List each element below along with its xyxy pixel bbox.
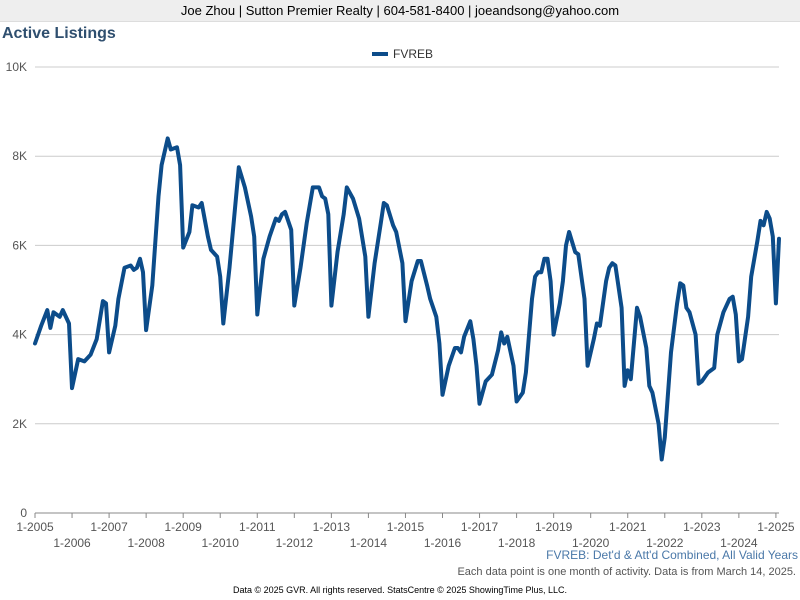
series-line-fvreb xyxy=(33,136,781,462)
x-tick-label: 1-2012 xyxy=(276,536,314,550)
y-tick-label: 2K xyxy=(12,417,27,431)
x-tick-label: 1-2014 xyxy=(350,536,388,550)
x-tick-label: 1-2015 xyxy=(387,520,425,534)
y-axis-ticks: 0 2K 4K 6K 8K 10K xyxy=(6,60,28,520)
x-tick-label: 1-2005 xyxy=(16,520,54,534)
x-tick-label: 1-2022 xyxy=(646,536,684,550)
copyright-footer: Data © 2025 GVR. All rights reserved. St… xyxy=(232,585,568,595)
x-tick-label: 1-2025 xyxy=(757,520,795,534)
x-tick-label: 1-2020 xyxy=(572,536,610,550)
data-footnote: Each data point is one month of activity… xyxy=(457,566,796,578)
y-tick-label: 4K xyxy=(12,328,27,342)
x-tick-label: 1-2017 xyxy=(461,520,499,534)
x-tick-label: 1-2023 xyxy=(683,520,721,534)
x-tick-label: 1-2011 xyxy=(239,520,276,534)
contact-header: Joe Zhou | Sutton Premier Realty | 604-5… xyxy=(0,0,800,22)
x-tick-label: 1-2019 xyxy=(535,520,573,534)
x-tick-label: 1-2013 xyxy=(313,520,351,534)
chart-title: Active Listings xyxy=(2,25,116,42)
x-tick-label: 1-2007 xyxy=(90,520,128,534)
x-tick-label: 1-2024 xyxy=(720,536,758,550)
series-layer xyxy=(33,136,781,462)
y-tick-label: 8K xyxy=(12,149,27,163)
x-tick-label: 1-2006 xyxy=(53,536,91,550)
x-tick-label: 1-2008 xyxy=(127,536,165,550)
y-tick-label: 10K xyxy=(6,60,27,74)
y-tick-label: 6K xyxy=(12,238,27,252)
x-tick-label: 1-2016 xyxy=(424,536,462,550)
legend-label: FVREB xyxy=(393,47,433,61)
legend: FVREB xyxy=(372,47,433,61)
grid-lines xyxy=(35,66,779,514)
x-tick-label: 1-2021 xyxy=(609,520,647,534)
x-tick-label: 1-2010 xyxy=(202,536,240,550)
series-footnote: FVREB: Det'd & Att'd Combined, All Valid… xyxy=(546,548,798,562)
contact-text: Joe Zhou | Sutton Premier Realty | 604-5… xyxy=(180,3,620,18)
y-tick-label: 0 xyxy=(20,506,27,520)
x-tick-label: 1-2009 xyxy=(164,520,202,534)
x-tick-label: 1-2018 xyxy=(498,536,536,550)
